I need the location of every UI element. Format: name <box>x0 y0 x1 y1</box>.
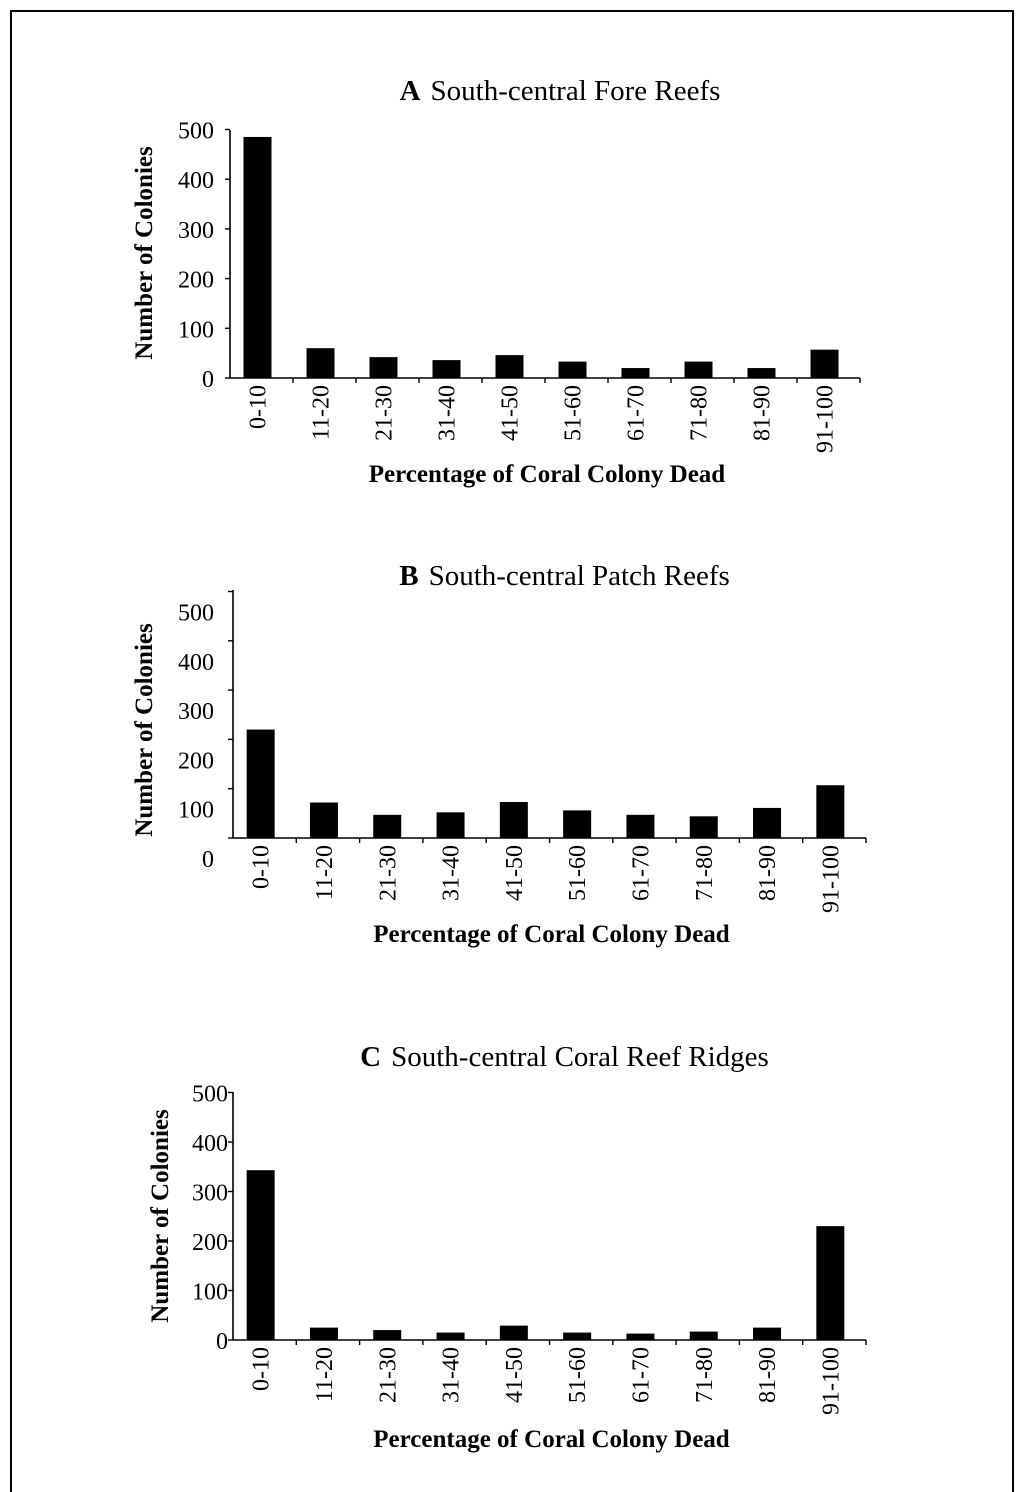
x-tick-label: 11-20 <box>312 845 338 900</box>
chart-title-text: South-central Fore Reefs <box>431 75 721 107</box>
y-tick-label: 300 <box>178 699 214 725</box>
bar-61-70 <box>621 368 650 378</box>
bar-71-80 <box>689 1331 718 1340</box>
y-tick-label: 200 <box>192 1230 228 1256</box>
x-tick-label: 51-60 <box>561 385 587 441</box>
x-axis-label: Percentage of Coral Colony Dead <box>373 921 730 948</box>
bar-81-90 <box>747 368 776 378</box>
chart-title-text: South-central Coral Reef Ridges <box>391 1041 769 1073</box>
x-tick-label: 31-40 <box>435 385 461 441</box>
bar-61-70 <box>626 814 655 838</box>
y-tick-label: 500 <box>192 1082 228 1108</box>
bar-11-20 <box>309 1327 338 1340</box>
chart-panel-a: A South-central Fore Reefs 0 100 200 300 400 50… <box>131 75 861 488</box>
bar-31-40 <box>436 1332 465 1340</box>
bar-31-40 <box>432 360 461 378</box>
bar-61-70 <box>626 1333 655 1340</box>
y-tick-label: 500 <box>178 119 214 145</box>
x-tick-label: 51-60 <box>565 845 591 901</box>
bar-41-50 <box>495 355 524 378</box>
x-tick-label: 11-20 <box>309 385 335 440</box>
bar-21-30 <box>369 357 398 378</box>
bar-91-100 <box>816 1226 845 1340</box>
bar-0-10 <box>246 729 275 838</box>
panel-letter: A <box>400 75 421 107</box>
bar-11-20 <box>309 802 338 838</box>
y-tick-label: 300 <box>192 1181 228 1207</box>
chart-panel-c: C South-central Coral Reef Ridges 0 100 200 3… <box>147 1041 867 1453</box>
bar-31-40 <box>436 812 465 838</box>
y-tick-label: 100 <box>178 317 214 343</box>
y-axis-label: Number of Colonies <box>131 146 158 360</box>
bar-0-10 <box>243 136 272 378</box>
bar-81-90 <box>753 807 782 838</box>
bar-91-100 <box>816 785 845 838</box>
x-tick-label: 21-30 <box>375 1347 401 1403</box>
bar-21-30 <box>373 814 402 838</box>
x-tick-label: 0-10 <box>249 1347 275 1391</box>
chart-title: A South-central Fore Reefs <box>400 75 721 107</box>
y-axis-label: Number of Colonies <box>131 623 158 837</box>
x-tick-label: 61-70 <box>624 385 650 441</box>
y-tick-label: 0 <box>202 847 214 873</box>
y-tick-label: 200 <box>178 268 214 294</box>
chart-title-text: South-central Patch Reefs <box>429 560 730 592</box>
chart-panel-b: B South-central Patch Reefs 0 100 200 300 400 5… <box>131 560 867 948</box>
x-tick-label: 71-80 <box>692 845 718 901</box>
bar-51-60 <box>558 361 587 378</box>
bar-0-10 <box>246 1170 275 1340</box>
x-axis-label: Percentage of Coral Colony Dead <box>369 461 726 488</box>
x-tick-label: 0-10 <box>246 385 272 429</box>
bar-41-50 <box>499 802 528 838</box>
y-axis-label: Number of Colonies <box>147 1109 174 1323</box>
chart-title: B South-central Patch Reefs <box>399 560 730 592</box>
bar-21-30 <box>373 1330 402 1340</box>
x-tick-label: 81-90 <box>750 385 776 441</box>
panel-letter: C <box>360 1041 381 1073</box>
y-tick-label: 0 <box>202 367 214 393</box>
bar-91-100 <box>810 349 839 378</box>
x-tick-label: 61-70 <box>628 1347 654 1403</box>
x-tick-label: 91-100 <box>818 845 844 913</box>
y-tick-label: 400 <box>192 1131 228 1157</box>
y-tick-label: 400 <box>178 650 214 676</box>
y-tick-label: 300 <box>178 218 214 244</box>
bar-51-60 <box>563 810 592 838</box>
x-tick-label: 81-90 <box>755 845 781 901</box>
x-tick-label: 61-70 <box>628 845 654 901</box>
x-tick-label: 41-50 <box>498 385 524 441</box>
panel-letter: B <box>399 560 418 592</box>
y-tick-label: 100 <box>178 798 214 824</box>
x-tick-label: 11-20 <box>312 1347 338 1402</box>
bar-71-80 <box>689 816 718 838</box>
x-tick-label: 21-30 <box>372 385 398 441</box>
x-tick-label: 71-80 <box>692 1347 718 1403</box>
x-tick-label: 0-10 <box>249 845 275 889</box>
x-axis-label: Percentage of Coral Colony Dead <box>373 1426 730 1453</box>
y-tick-label: 200 <box>178 748 214 774</box>
x-tick-label: 41-50 <box>502 845 528 901</box>
y-tick-label: 400 <box>178 168 214 194</box>
bar-11-20 <box>306 348 335 378</box>
x-tick-label: 51-60 <box>565 1347 591 1403</box>
x-tick-label: 21-30 <box>375 845 401 901</box>
x-tick-label: 91-100 <box>818 1347 844 1415</box>
bar-71-80 <box>684 361 713 378</box>
y-tick-label: 0 <box>216 1329 228 1355</box>
x-tick-label: 91-100 <box>813 385 839 453</box>
chart-title: C South-central Coral Reef Ridges <box>360 1041 769 1073</box>
x-tick-label: 31-40 <box>439 1347 465 1403</box>
y-tick-label: 100 <box>192 1280 228 1306</box>
x-tick-label: 71-80 <box>687 385 713 441</box>
bar-41-50 <box>499 1325 528 1340</box>
x-tick-label: 31-40 <box>439 845 465 901</box>
bar-51-60 <box>563 1332 592 1340</box>
bar-81-90 <box>753 1327 782 1340</box>
y-tick-label: 500 <box>178 601 214 627</box>
x-tick-label: 41-50 <box>502 1347 528 1403</box>
x-tick-label: 81-90 <box>755 1347 781 1403</box>
figure-frame <box>10 10 1014 1492</box>
